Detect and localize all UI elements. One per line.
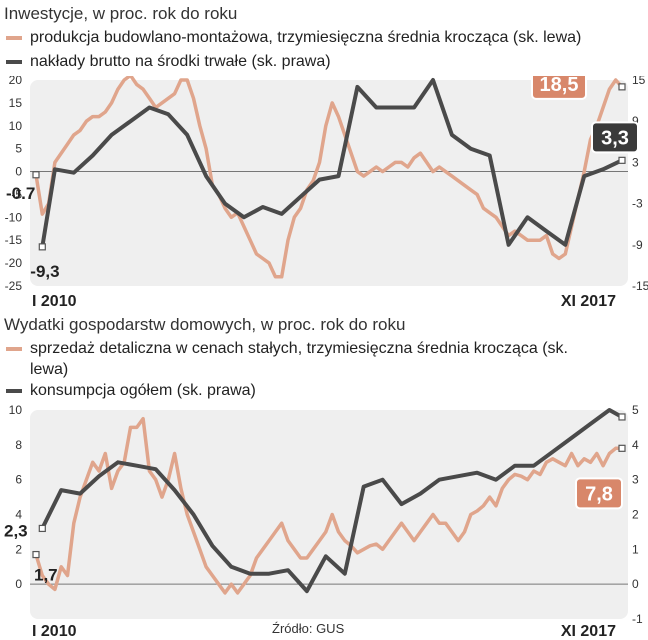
right-axis-tick: -9 xyxy=(632,238,643,252)
series-start-marker xyxy=(38,243,46,251)
series-start-marker xyxy=(32,550,40,559)
series-end-marker xyxy=(618,413,626,421)
right-axis-tick: 3 xyxy=(632,155,639,169)
legend-label: sprzedaż detaliczna w cenach stałych, tr… xyxy=(30,340,568,378)
value-badge-label: 3,3 xyxy=(601,127,629,149)
chart2-legend-salmon: sprzedaż detaliczna w cenach stałych, tr… xyxy=(6,338,606,380)
value-badge xyxy=(575,477,623,510)
left-axis-tick: 10 xyxy=(9,403,23,417)
right-axis-tick: 9 xyxy=(632,114,639,128)
value-badge-label: 7,8 xyxy=(585,483,613,505)
left-axis-tick: 4 xyxy=(15,508,22,522)
value-badge xyxy=(531,76,587,100)
dark-legend-swatch xyxy=(6,60,22,64)
series-end-marker xyxy=(618,156,626,164)
value-annotation: -9,3 xyxy=(30,262,59,281)
legend-label: konsumpcja ogółem (sk. prawa) xyxy=(30,382,256,399)
chart1-plot: 20 15 10 5 0 -5 -10 -15 -20 -25 15 9 3 -3 -9 -15 I 2010 X… xyxy=(5,76,648,310)
source-note: Źródło: GUS xyxy=(272,621,345,636)
left-axis-tick: 8 xyxy=(15,438,22,452)
chart1-title: Inwestycje, w proc. rok do roku xyxy=(4,4,238,23)
chart2-title: Wydatki gospodarstw domowych, w proc. ro… xyxy=(4,315,406,334)
x-start-label: I 2010 xyxy=(32,293,77,310)
legend-label: produkcja budowlano-montażowa, trzymiesi… xyxy=(30,29,582,46)
right-axis-tick: -15 xyxy=(632,279,648,293)
left-axis-tick: -5 xyxy=(11,187,22,201)
series-end-marker xyxy=(618,444,626,452)
salmon-series-line xyxy=(34,416,624,595)
x-start-label: I 2010 xyxy=(32,623,77,640)
right-axis-tick: -3 xyxy=(632,197,643,211)
salmon-legend-swatch xyxy=(6,36,22,40)
dark-series-line xyxy=(40,408,624,594)
value-annotation: 2,3 xyxy=(4,522,28,541)
right-axis-tick: 0 xyxy=(632,577,639,591)
x-end-label: XI 2017 xyxy=(561,623,616,640)
right-axis-tick: -1 xyxy=(632,612,643,626)
left-axis-tick: 5 xyxy=(15,142,22,156)
left-axis-tick: 15 xyxy=(9,96,23,110)
left-axis-tick: 6 xyxy=(15,473,22,487)
salmon-series-line xyxy=(34,76,624,279)
salmon-legend-swatch xyxy=(6,347,22,351)
right-axis-tick: 5 xyxy=(632,403,639,417)
x-end-label: XI 2017 xyxy=(561,293,616,310)
left-axis-tick: -25 xyxy=(5,279,23,293)
left-axis-tick: -20 xyxy=(5,256,23,270)
left-axis-tick: -15 xyxy=(5,233,23,247)
chart2-legend-dark: konsumpcja ogółem (sk. prawa) xyxy=(6,380,256,401)
right-axis-tick: 15 xyxy=(632,76,646,87)
value-annotation: 1,7 xyxy=(34,566,58,585)
series-end-marker xyxy=(618,83,626,91)
plot-background xyxy=(30,80,628,286)
left-axis-tick: 0 xyxy=(15,577,22,591)
series-start-marker xyxy=(38,524,46,533)
left-axis-tick: -10 xyxy=(5,210,23,224)
legend-label: nakłady brutto na środki trwałe (sk. pra… xyxy=(30,53,331,70)
chart1-legend-salmon: produkcja budowlano-montażowa, trzymiesi… xyxy=(6,27,581,48)
left-axis-tick: 0 xyxy=(15,165,22,179)
plot-background xyxy=(30,410,628,619)
left-axis-tick: 20 xyxy=(9,76,23,87)
dark-legend-swatch xyxy=(6,389,22,393)
value-badge-label: 18,5 xyxy=(540,76,579,96)
left-axis-tick: 2 xyxy=(15,542,22,556)
chart1-legend-dark: nakłady brutto na środki trwałe (sk. pra… xyxy=(6,51,331,72)
value-annotation: -0.7 xyxy=(6,184,35,203)
right-axis-tick: 3 xyxy=(632,473,639,487)
value-badge xyxy=(591,121,639,154)
series-start-marker xyxy=(32,171,40,179)
left-axis-tick: 10 xyxy=(9,119,23,133)
dark-series-line xyxy=(40,78,624,249)
right-axis-tick: 1 xyxy=(632,542,639,556)
right-axis-tick: 4 xyxy=(632,438,639,452)
right-axis-tick: 2 xyxy=(632,508,639,522)
